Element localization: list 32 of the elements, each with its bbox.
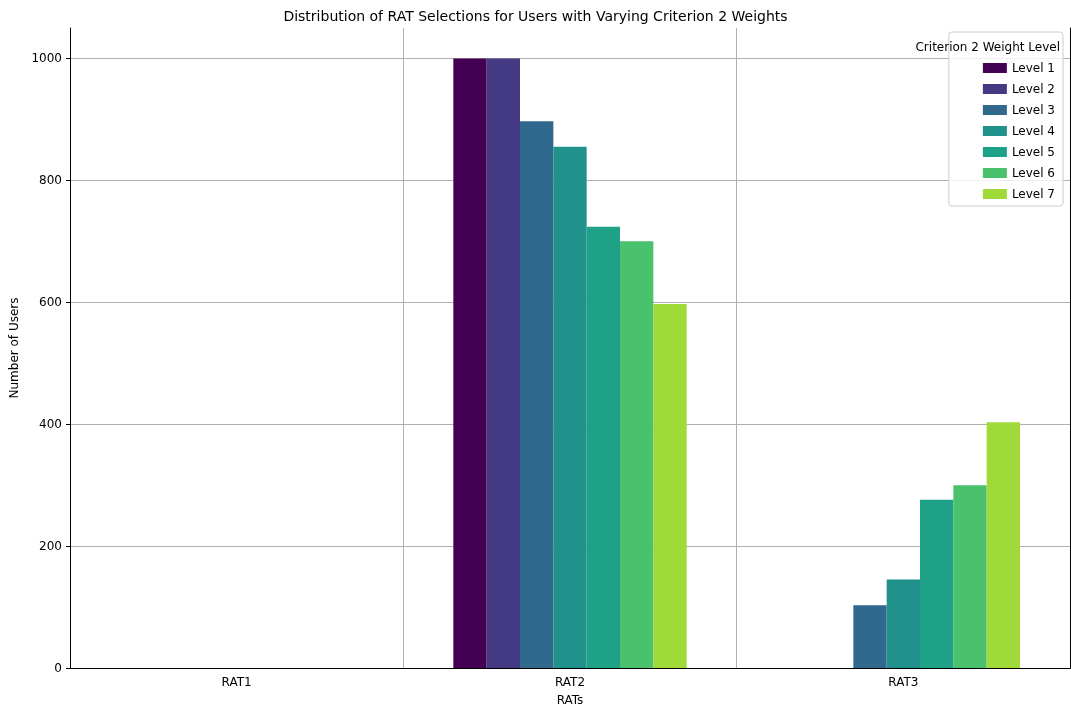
bar: [620, 241, 654, 668]
bar: [520, 121, 554, 668]
legend-label: Level 6: [1011, 166, 1055, 180]
bar: [986, 422, 1020, 668]
y-tick-label: 600: [39, 295, 62, 310]
bar: [953, 485, 987, 668]
legend-label: Level 1: [1011, 61, 1055, 75]
legend-label: Level 7: [1011, 187, 1055, 201]
legend-label: Level 4: [1011, 124, 1055, 138]
bar: [653, 304, 687, 668]
chart-title: Distribution of RAT Selections for Users with Varying Criterion 2 Weights: [283, 8, 788, 24]
x-tick-label: RAT1: [221, 675, 252, 689]
legend-label: Level 3: [1011, 103, 1055, 117]
legend-title: Criterion 2 Weight Level: [915, 40, 1061, 54]
bar: [553, 146, 587, 668]
y-tick-label: 200: [39, 539, 62, 554]
y-tick-label: 1000: [31, 51, 62, 66]
bar: [586, 226, 620, 668]
y-axis-title: Number of Users: [7, 297, 21, 399]
y-tick-label: 400: [39, 417, 62, 432]
bar: [853, 605, 887, 668]
legend-label: Level 5: [1011, 145, 1055, 159]
x-tick-label: RAT2: [554, 675, 586, 689]
bar: [886, 579, 920, 668]
bar: [486, 58, 520, 668]
legend-label: Level 2: [1011, 82, 1055, 96]
bar: [920, 499, 954, 668]
x-tick-label: RAT3: [888, 675, 919, 689]
y-tick-label: 0: [54, 661, 62, 675]
bar: [453, 58, 487, 668]
y-tick-label: 800: [39, 173, 62, 188]
x-axis-title: RATs: [556, 693, 584, 707]
